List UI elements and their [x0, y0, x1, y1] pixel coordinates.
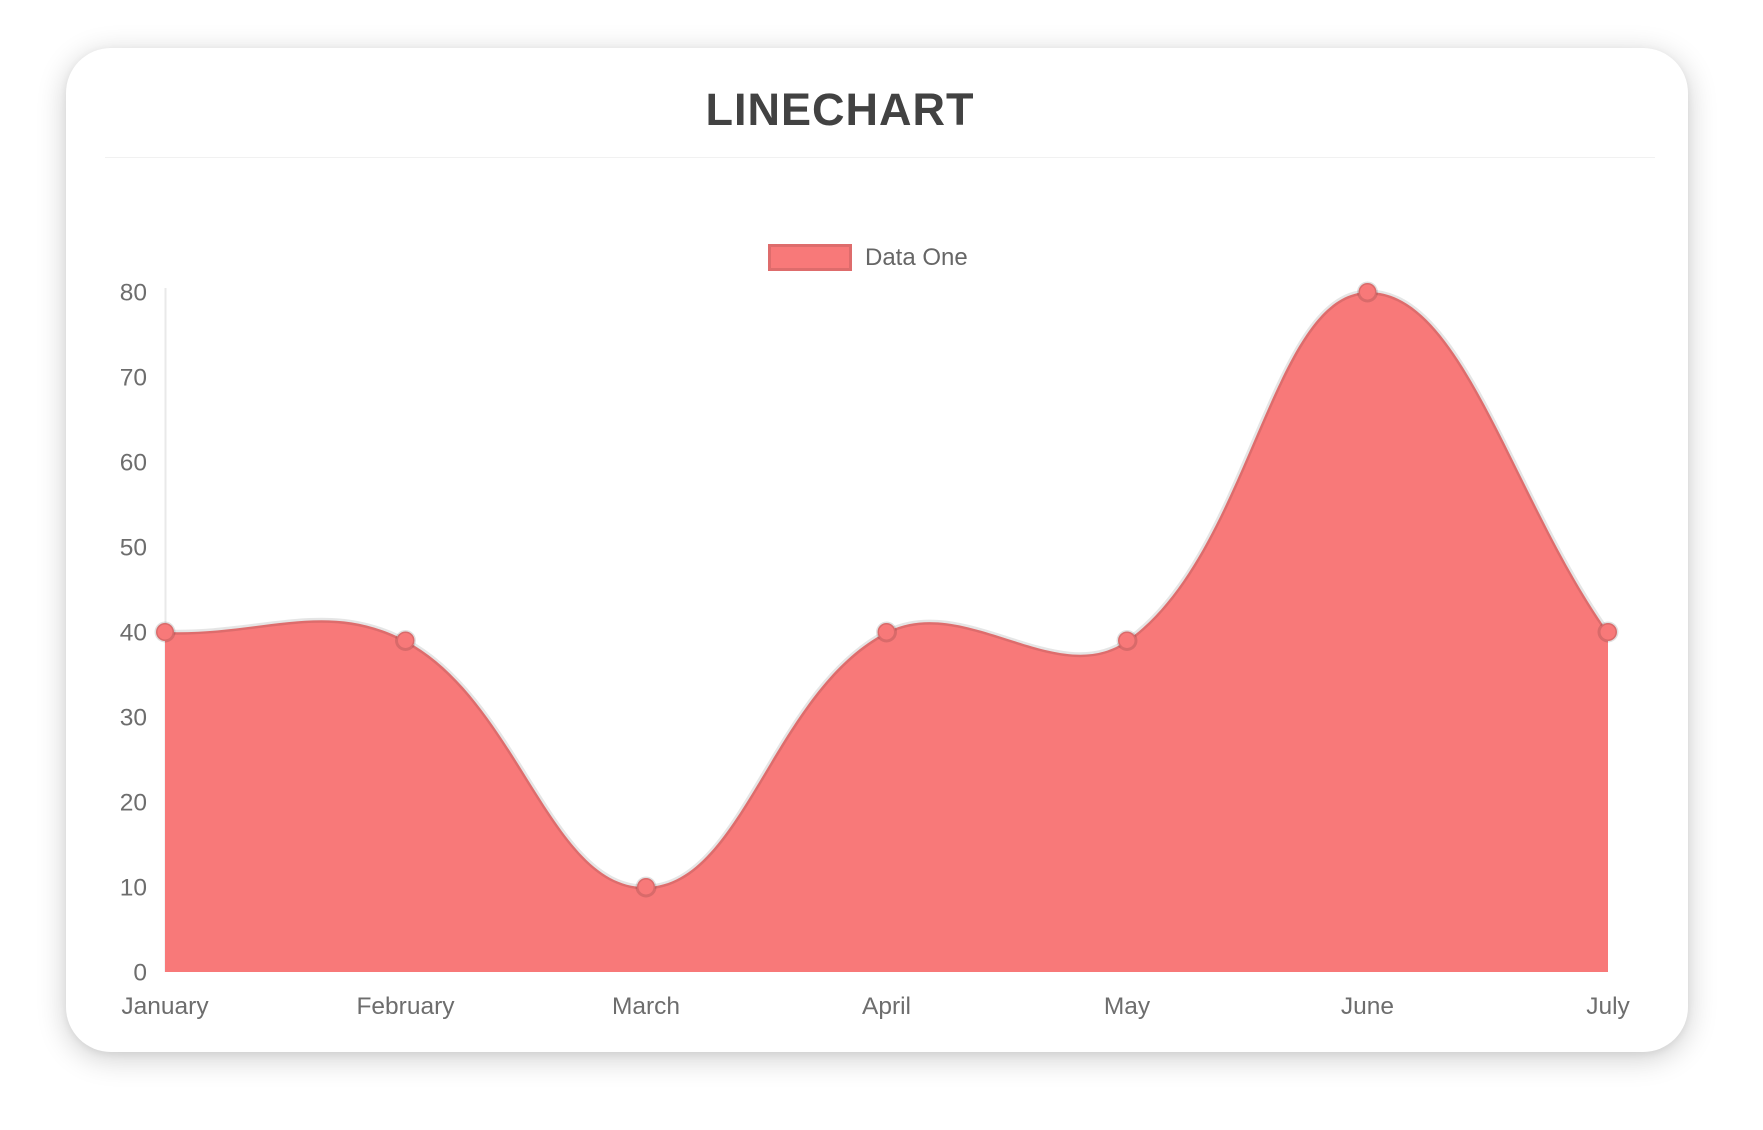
- x-axis-label-april: April: [862, 993, 911, 1020]
- x-axis-label-march: March: [612, 993, 680, 1020]
- x-axis-label-january: January: [121, 993, 209, 1020]
- x-axis-label-june: June: [1341, 993, 1394, 1020]
- legend-swatch: [768, 244, 852, 271]
- data-point-january[interactable]: [154, 621, 176, 643]
- y-tick-label-0: 0: [133, 960, 147, 987]
- data-point-may[interactable]: [1116, 630, 1138, 651]
- data-point-february[interactable]: [395, 630, 416, 651]
- legend-label: Data One: [865, 244, 968, 271]
- y-tick-label-10: 10: [120, 875, 147, 902]
- y-tick-label-40: 40: [120, 620, 147, 647]
- y-tick-label-30: 30: [120, 705, 147, 732]
- y-tick-label-20: 20: [120, 790, 147, 817]
- y-tick-label-60: 60: [120, 450, 147, 477]
- x-axis-label-february: February: [356, 993, 455, 1020]
- data-point-april[interactable]: [876, 621, 897, 643]
- x-axis-label-may: May: [1104, 993, 1151, 1020]
- y-tick-label-80: 80: [120, 280, 147, 307]
- chart-title: LINECHART: [705, 84, 975, 135]
- legend-item[interactable]: Data One: [768, 244, 968, 271]
- area-fill: [165, 291, 1608, 972]
- data-point-july[interactable]: [1597, 621, 1619, 643]
- y-tick-label-70: 70: [120, 365, 147, 392]
- y-tick-label-50: 50: [120, 535, 147, 562]
- title-divider: [105, 157, 1655, 158]
- data-point-march[interactable]: [635, 876, 657, 898]
- x-axis-label-july: July: [1586, 993, 1630, 1020]
- data-point-june[interactable]: [1357, 281, 1378, 303]
